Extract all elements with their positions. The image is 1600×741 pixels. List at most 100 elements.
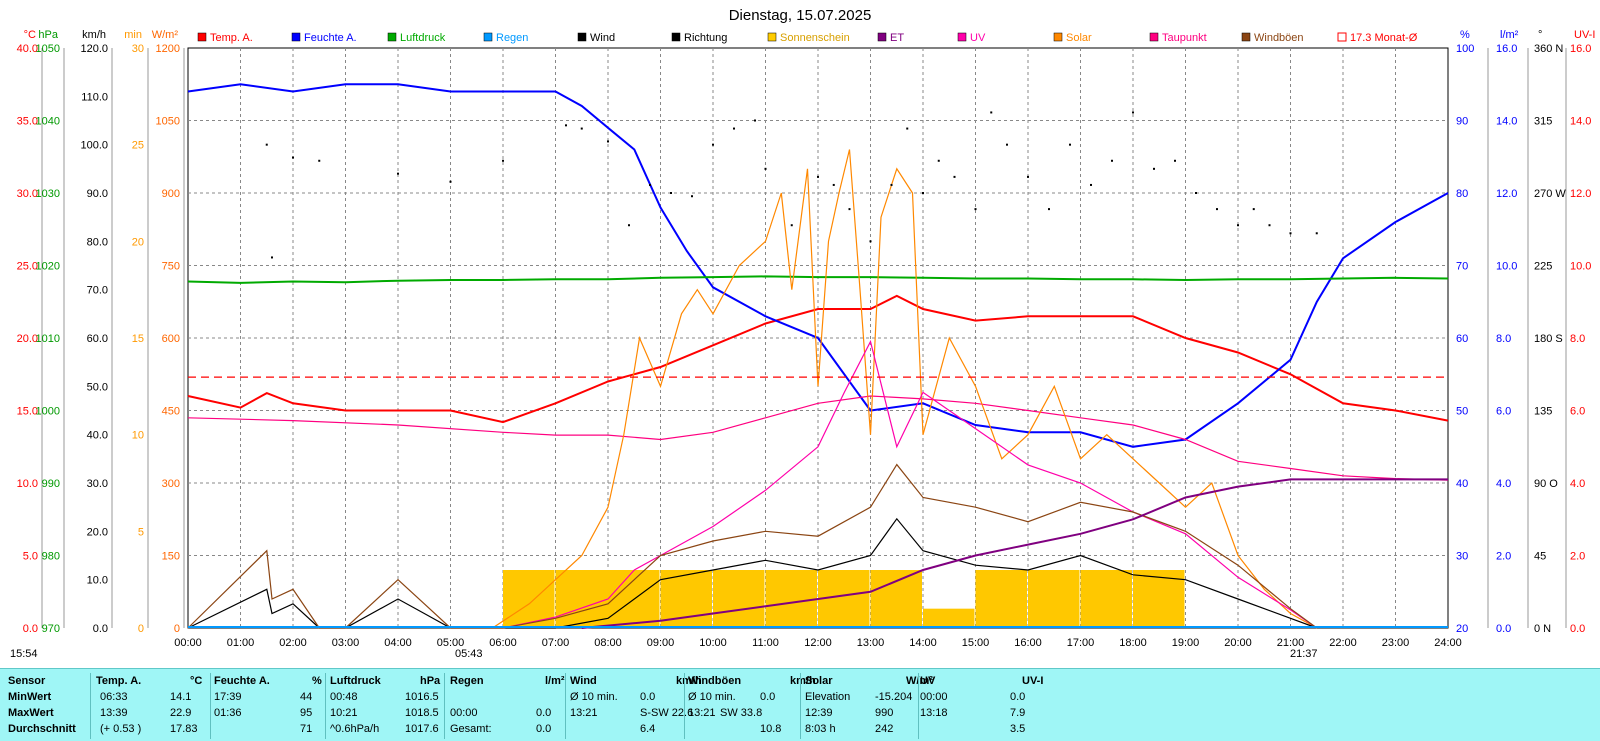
direction-point bbox=[565, 124, 567, 127]
series-line-solar bbox=[492, 149, 1318, 629]
axis-tick-right: 0.0 bbox=[1496, 623, 1511, 635]
x-tick-label: 20:00 bbox=[1224, 637, 1252, 649]
legend-swatch bbox=[577, 32, 587, 42]
plot-area bbox=[187, 83, 1449, 629]
axis-unit-left: W/m² bbox=[152, 29, 179, 41]
stats-cell: S-SW 22.6 bbox=[640, 707, 694, 719]
legend-swatch bbox=[1149, 32, 1159, 42]
stats-cell: 8:03 h bbox=[805, 723, 836, 735]
x-tick-label: 04:00 bbox=[384, 637, 412, 649]
stats-cell: 1018.5 bbox=[405, 707, 439, 719]
x-tick-label: 13:00 bbox=[857, 637, 885, 649]
axis-unit-left: hPa bbox=[38, 29, 58, 41]
legend-label: UV bbox=[970, 32, 986, 44]
series-line-temp-a- bbox=[187, 294, 1449, 424]
axis-tick-right: 80 bbox=[1456, 188, 1468, 200]
axis-tick-right: 60 bbox=[1456, 333, 1468, 345]
stats-cell: Gesamt: bbox=[450, 723, 492, 735]
axis-tick-left: 10.0 bbox=[17, 478, 38, 490]
stats-cell: 13:21 bbox=[570, 707, 598, 719]
legend: Temp. A. Feuchte A. Luftdruck Regen Wind Rich… bbox=[197, 32, 1418, 44]
axis-tick-left: 20.0 bbox=[17, 333, 38, 345]
axis-tick-right: 10.0 bbox=[1570, 261, 1591, 273]
stats-header: °C bbox=[190, 675, 203, 687]
axis-tick-left: 15 bbox=[132, 333, 144, 345]
axes: °C0.05.010.015.020.025.030.035.040.0hPa9… bbox=[17, 29, 1596, 635]
axis-tick-right: 70 bbox=[1456, 261, 1468, 273]
direction-point bbox=[271, 256, 273, 259]
stats-separator bbox=[90, 673, 91, 739]
stats-cell: 0.0 bbox=[536, 723, 552, 735]
direction-point bbox=[990, 111, 993, 114]
stats-cell: 3.5 bbox=[1010, 723, 1026, 735]
axis-tick-right: 16.0 bbox=[1496, 43, 1517, 55]
direction-point bbox=[1315, 232, 1318, 235]
stats-cell: 0.0 bbox=[640, 691, 656, 703]
stats-header: Temp. A. bbox=[96, 675, 142, 687]
stats-header: UV bbox=[920, 675, 936, 687]
direction-point bbox=[817, 175, 819, 178]
x-tick-label: 17:00 bbox=[1067, 637, 1095, 649]
x-tick-label: 08:00 bbox=[594, 637, 622, 649]
stats-cell: 242 bbox=[875, 723, 894, 735]
x-tick-label: 02:00 bbox=[279, 637, 307, 649]
direction-point bbox=[712, 143, 714, 146]
stats-header: Feuchte A. bbox=[214, 675, 270, 687]
stats-cell: 7.9 bbox=[1010, 707, 1026, 719]
weather-chart: Dienstag, 15.07.2025 °C 0.0 5.0 10.0 15.0 20.… bbox=[10, 7, 1596, 660]
axis-tick-right: 180 S bbox=[1534, 333, 1563, 345]
stats-cell: Durchschnitt bbox=[8, 723, 76, 735]
sunshine-bar bbox=[765, 570, 817, 628]
axis-tick-left: 0.0 bbox=[93, 623, 108, 635]
axis-tick-left: 90.0 bbox=[87, 188, 108, 200]
stats-header: km/h bbox=[676, 675, 702, 687]
sunshine-bar bbox=[923, 608, 975, 628]
sunshine-bar bbox=[1028, 570, 1080, 628]
x-tick-label: 21:00 bbox=[1277, 637, 1305, 649]
axis-tick-right: 100 bbox=[1456, 43, 1474, 55]
legend-label: ET bbox=[890, 32, 904, 44]
legend-swatch bbox=[877, 32, 887, 42]
legend-label: Temp. A. bbox=[210, 32, 253, 44]
axis-tick-right: 6.0 bbox=[1496, 406, 1511, 418]
direction-point bbox=[628, 224, 630, 227]
legend-label: Taupunkt bbox=[1162, 32, 1207, 44]
x-tick-label: 05:00 bbox=[437, 637, 465, 649]
axis-tick-left: 1200 bbox=[156, 43, 180, 55]
direction-point bbox=[397, 172, 399, 175]
axis-tick-left: 450 bbox=[162, 406, 180, 418]
x-tick-label: 14:00 bbox=[909, 637, 937, 649]
series-line-taupunkt bbox=[187, 395, 1449, 481]
series-line-uv bbox=[502, 339, 1318, 629]
axis-tick-right: 0 N bbox=[1534, 623, 1551, 635]
stats-header: % bbox=[312, 675, 322, 687]
axis-tick-left: 40.0 bbox=[17, 43, 38, 55]
legend-label: 17.3 Monat-Ø bbox=[1350, 32, 1418, 44]
x-tick-label: 19:00 bbox=[1172, 637, 1200, 649]
stats-cell: 0.0 bbox=[536, 707, 552, 719]
direction-point bbox=[790, 224, 793, 227]
axis-tick-right: 8.0 bbox=[1570, 333, 1585, 345]
axis-tick-left: 750 bbox=[162, 261, 180, 273]
axis-tick-left: 50.0 bbox=[87, 381, 108, 393]
sunshine-bar bbox=[503, 570, 555, 628]
axis-tick-right: 40 bbox=[1456, 478, 1468, 490]
axis-tick-left: 30.0 bbox=[17, 188, 38, 200]
stats-separator bbox=[444, 673, 445, 739]
sunset-label: 21:37 bbox=[1290, 648, 1318, 660]
stats-cell: 13:18 bbox=[920, 707, 948, 719]
direction-point bbox=[1027, 175, 1029, 178]
axis-tick-left: 1010 bbox=[36, 333, 60, 345]
sunshine-bar bbox=[1133, 570, 1185, 628]
axis-tick-right: 225 bbox=[1534, 261, 1552, 273]
axis-tick-left: 5.0 bbox=[23, 551, 38, 563]
direction-point bbox=[848, 208, 851, 211]
stats-cell: 17.83 bbox=[170, 723, 198, 735]
axis-tick-left: 20.0 bbox=[87, 526, 108, 538]
stats-header: Luftdruck bbox=[330, 675, 381, 687]
legend-label: Windböen bbox=[1254, 32, 1304, 44]
axis-tick-right: 12.0 bbox=[1496, 188, 1517, 200]
direction-point bbox=[1237, 224, 1239, 227]
direction-point bbox=[1132, 111, 1134, 114]
axis-tick-left: 15.0 bbox=[17, 406, 38, 418]
